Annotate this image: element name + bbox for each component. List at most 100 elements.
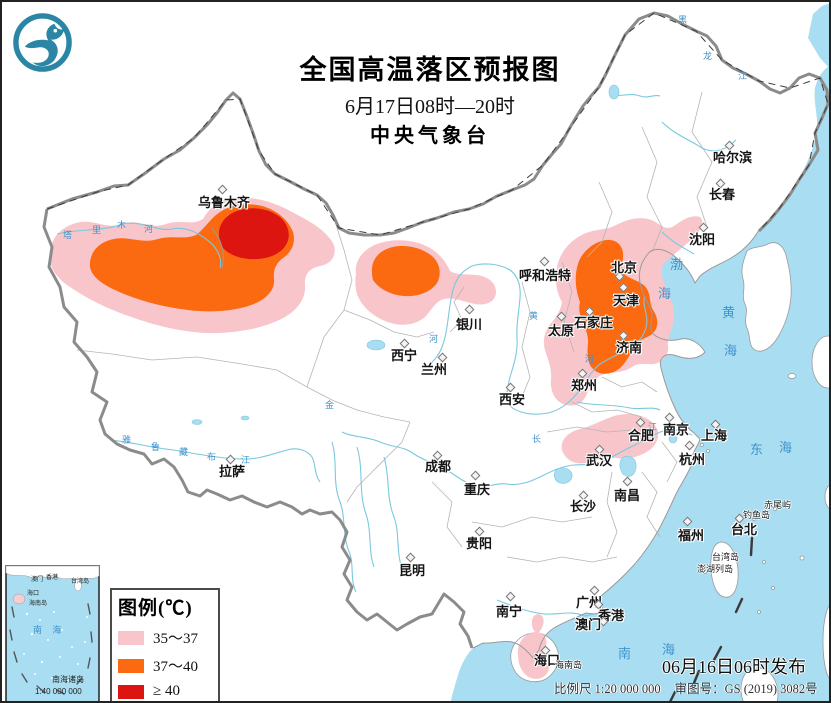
yangtze-river — [341, 429, 693, 488]
coastline — [472, 229, 760, 659]
river-name-label: 龙 — [703, 51, 713, 61]
city-label: 上海 — [701, 428, 728, 443]
legend-range-label: 35～37 — [153, 631, 199, 647]
river-name-label: 江 — [241, 455, 251, 465]
scale-and-approval: 比例尺 1:20 000 000 审图号：GS (2019) 3082号 — [554, 678, 829, 697]
city-label: 武汉 — [586, 453, 613, 468]
city-label: 西宁 — [391, 348, 418, 363]
inset-label: 南海诸岛 — [52, 675, 84, 684]
island-name-label: 赤尾屿 — [764, 500, 792, 510]
inset-hainan — [12, 593, 26, 605]
agency-name: 中央气象台 — [370, 125, 490, 147]
island-name-label: 澎湖列岛 — [697, 564, 734, 574]
river-name-label: 长 — [532, 434, 542, 444]
jeju-island — [787, 373, 797, 379]
inset-taiwan — [74, 578, 82, 592]
sea-name-label: 海 — [662, 642, 676, 657]
city-label: 南昌 — [614, 488, 641, 503]
legend-range-label: 37～40 — [153, 659, 199, 675]
city-label: 长沙 — [570, 499, 597, 514]
river-name-label: 黄 — [529, 311, 539, 321]
city-label: 合肥 — [628, 428, 655, 443]
legend-swatch — [118, 630, 144, 645]
river-name-label: 里 — [92, 225, 102, 235]
pearl-river — [496, 599, 595, 617]
province-boundary-layer — [76, 91, 713, 563]
city-label: 沈阳 — [689, 232, 716, 247]
inset-label: 台湾岛 — [71, 579, 90, 585]
kyushu-edge — [824, 485, 829, 509]
hulun-lake — [608, 84, 620, 100]
inset-dash-line — [9, 603, 93, 695]
tarim-river — [56, 222, 222, 269]
city-label: 南宁 — [496, 604, 523, 619]
city-label: 太原 — [548, 323, 575, 338]
inset-mainland — [5, 565, 100, 581]
sea-layer — [450, 3, 829, 701]
ryukyu-edge — [822, 605, 829, 679]
river-name-label: 布 — [207, 452, 217, 462]
legend-swatch — [118, 684, 144, 699]
city-label: 台北 — [731, 522, 758, 537]
city-label: 西安 — [499, 392, 526, 407]
legend-panel: 图例(℃) 35～37 37～40 ≥ 40 — [110, 588, 220, 701]
city-label: 呼和浩特 — [519, 268, 572, 283]
qinghai-lake — [366, 339, 386, 351]
lake-layer — [191, 84, 678, 484]
national-border — [46, 11, 829, 237]
sea-area — [450, 66, 829, 701]
city-label: 拉萨 — [219, 464, 246, 479]
river-name-label: 河 — [429, 334, 439, 344]
city-label: 济南 — [616, 340, 643, 355]
border-dash-overlay — [46, 12, 829, 236]
inset-label: 1:40 000 000 — [35, 687, 82, 696]
map-scale: 比例尺 1:20 000 000 — [554, 682, 661, 696]
river-name-label: 河 — [585, 354, 595, 364]
city-label: 天津 — [613, 293, 640, 308]
city-label: 乌鲁木齐 — [198, 195, 251, 210]
approval-number: 审图号：GS (2019) 3082号 — [674, 682, 818, 696]
legend-swatch — [118, 658, 144, 673]
river-name-label: 江 — [648, 422, 658, 432]
river-name-label: 塔 — [63, 230, 73, 240]
city-label: 北京 — [611, 260, 638, 275]
river-name-label: 河 — [144, 224, 154, 234]
heat-region-37-40-north-china — [575, 239, 658, 374]
inset-label: 南 海 — [33, 625, 66, 635]
luzon-island — [740, 668, 779, 701]
sea-name-label: 渤 — [670, 257, 684, 272]
city-label: 银川 — [456, 317, 483, 332]
sea-name-label: 东 — [750, 442, 764, 457]
city-label: 成都 — [425, 459, 452, 474]
river-name-label: 江 — [738, 71, 748, 81]
city-label: 海口 — [534, 653, 561, 668]
river-name-label: 雅 — [122, 435, 132, 445]
legend-range-label: ≥ 40 — [153, 683, 180, 699]
japan-island — [811, 335, 829, 389]
taihu-lake — [668, 434, 678, 444]
island-name-label: 台湾岛 — [712, 552, 740, 562]
city-label: 石家庄 — [574, 315, 614, 330]
city-label: 郑州 — [571, 378, 598, 393]
sea-name-label: 海 — [658, 286, 672, 301]
heat-region-37-40-gansu — [371, 246, 440, 297]
inset-islets — [23, 611, 88, 681]
sea-top-right-corner — [808, 3, 829, 68]
river-name-label: 金 — [325, 400, 335, 410]
sea-name-label: 黄 — [722, 305, 736, 320]
city-label: 哈尔滨 — [713, 150, 753, 165]
sea-name-label: 南 — [618, 646, 632, 661]
heat-region-40-xinjiang — [218, 208, 289, 260]
nine-dash-line — [669, 536, 754, 701]
inset-label: 海南岛 — [29, 601, 48, 607]
poyang-lake — [619, 455, 637, 477]
city-label: 兰州 — [421, 362, 448, 377]
forecast-period: 6月17日08时—20时 — [345, 96, 515, 118]
yellow-river — [421, 263, 648, 415]
legend-item: 35～37 — [118, 627, 218, 648]
south-china-sea-inset — [5, 565, 100, 701]
inset-label: 海口 — [27, 591, 40, 597]
city-label: 杭州 — [679, 452, 706, 467]
river-name-label: 鲁 — [151, 442, 161, 452]
